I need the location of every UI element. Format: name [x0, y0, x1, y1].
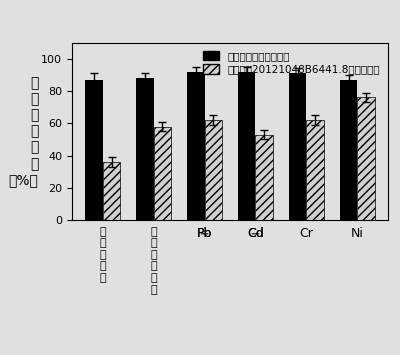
Bar: [187, 72, 204, 220]
Text: Cd: Cd: [247, 226, 264, 240]
Bar: [256, 135, 273, 220]
Text: Ni: Ni: [351, 226, 364, 240]
Bar: [306, 120, 324, 220]
Bar: [289, 73, 306, 220]
Bar: [358, 98, 375, 220]
Text: Pb: Pb: [197, 226, 212, 240]
Bar: [204, 120, 222, 220]
Bar: [102, 162, 120, 220]
Text: 全
氟
化
合
物: 全 氟 化 合 物: [99, 226, 106, 283]
Y-axis label: 污
染
物
去
除
率
（%）: 污 染 物 去 除 率 （%）: [9, 76, 38, 187]
Text: 总
量
多
环
芳
烃: 总 量 多 环 芳 烃: [150, 226, 157, 295]
Text: Pb: Pb: [197, 226, 212, 240]
Bar: [340, 80, 358, 220]
Bar: [238, 72, 256, 220]
Text: Cr: Cr: [300, 226, 313, 240]
Bar: [136, 78, 154, 220]
Legend: 本发明方法的技术方案, 受理专利20121048B6441.8的技术方案: 本发明方法的技术方案, 受理专利20121048B6441.8的技术方案: [200, 48, 383, 78]
Bar: [85, 80, 102, 220]
Text: Cd: Cd: [247, 226, 264, 240]
Bar: [154, 126, 171, 220]
